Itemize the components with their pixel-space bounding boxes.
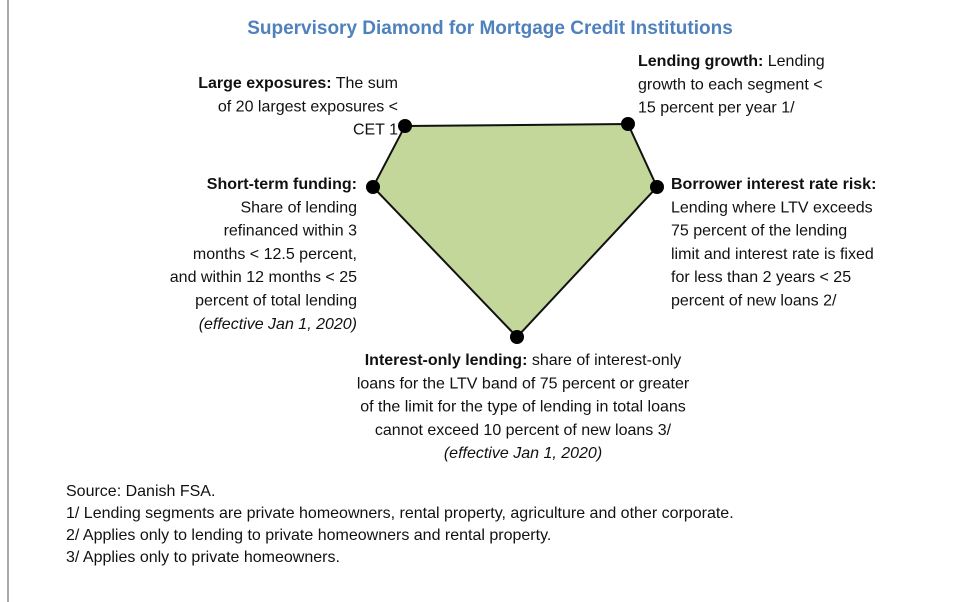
node-label: Interest-only lending:	[365, 352, 528, 369]
node-label: Borrower interest rate risk:	[671, 176, 876, 193]
node-heading: Short-term funding:	[207, 176, 357, 193]
node-label: Large exposures:	[198, 75, 331, 92]
vertex	[621, 117, 635, 131]
node-text: CET 1	[353, 122, 398, 139]
node-text: percent of total lending	[195, 293, 357, 310]
node-text: cannot exceed 10 percent of new loans 3/	[375, 422, 672, 439]
node-text: Lending	[763, 53, 824, 70]
vertex	[510, 330, 524, 344]
node-text: refinanced within 3	[224, 223, 358, 240]
node-label: Lending growth:	[638, 53, 763, 70]
node-text: The sum	[332, 75, 398, 92]
node-text: 15 percent per year 1/	[638, 100, 795, 117]
diamond	[371, 122, 659, 339]
node-heading: Lending growth: Lending	[638, 53, 825, 70]
node-label: Short-term funding:	[207, 176, 357, 193]
footnote: Source: Danish FSA.	[66, 483, 215, 500]
node-text: limit and interest rate is fixed	[671, 246, 874, 263]
vertex	[366, 180, 380, 194]
node-note: (effective Jan 1, 2020)	[444, 445, 602, 462]
node-text: for less than 2 years < 25	[671, 269, 851, 286]
node-text: 75 percent of the lending	[671, 223, 847, 240]
title: Supervisory Diamond for Mortgage Credit …	[247, 18, 733, 39]
node-text: of the limit for the type of lending in …	[360, 399, 686, 416]
vertex	[650, 180, 664, 194]
vertex	[398, 119, 412, 133]
node-text: Lending where LTV exceeds	[671, 199, 873, 216]
node-text: loans for the LTV band of 75 percent or …	[357, 375, 690, 392]
footnote: 1/ Lending segments are private homeowne…	[66, 505, 734, 522]
node-text: percent of new loans 2/	[671, 293, 837, 310]
node-text: Share of lending	[240, 199, 357, 216]
footnote: 3/ Applies only to private homeowners.	[66, 549, 340, 566]
node-text: months < 12.5 percent,	[193, 246, 357, 263]
node-text: growth to each segment <	[638, 76, 823, 93]
node-note: (effective Jan 1, 2020)	[199, 316, 357, 333]
node-heading: Borrower interest rate risk:	[671, 176, 876, 193]
footnote: 2/ Applies only to lending to private ho…	[66, 527, 551, 544]
node-text: share of interest-only	[527, 352, 681, 369]
node-text: of 20 largest exposures <	[218, 98, 398, 115]
node-text: and within 12 months < 25	[170, 269, 357, 286]
node-heading: Large exposures: The sum	[198, 75, 398, 92]
node-heading: Interest-only lending: share of interest…	[365, 352, 682, 369]
